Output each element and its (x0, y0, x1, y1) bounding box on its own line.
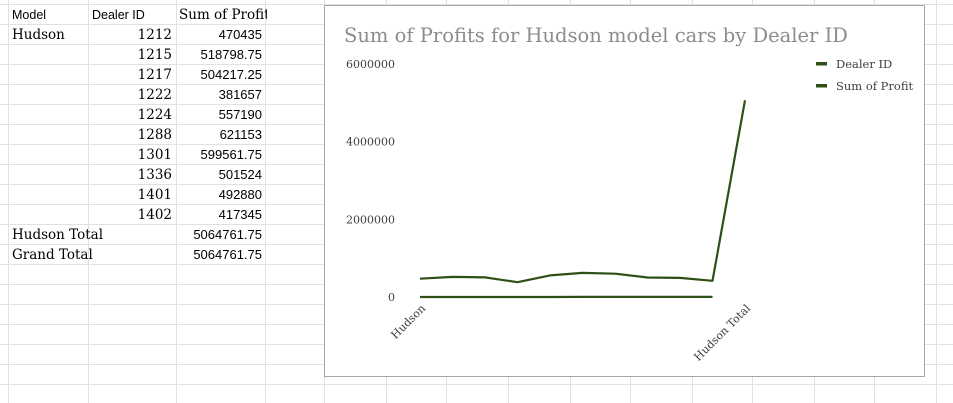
header-sum-of-profit[interactable]: Sum of Profit (179, 7, 267, 23)
y-tick-label: 2000000 (346, 213, 395, 226)
dealer-id-cell[interactable]: 1224 (137, 107, 172, 123)
y-tick-label: 0 (388, 291, 395, 304)
dealer-id-cell[interactable]: 1336 (137, 167, 172, 183)
profit-cell[interactable]: 557190 (218, 107, 262, 122)
profit-cell[interactable]: 417345 (218, 207, 262, 222)
legend-swatch (816, 62, 827, 66)
line-chart: Sum of Profits for Hudson model cars by … (344, 24, 914, 364)
x-tick-label: Hudson (388, 302, 428, 342)
dealer-id-cell[interactable]: 1401 (137, 187, 172, 203)
subtotal-value[interactable]: 5064761.75 (193, 227, 262, 242)
legend-label[interactable]: Sum of Profit (836, 79, 914, 93)
grand-total-label[interactable]: Grand Total (12, 247, 93, 263)
dealer-id-cell[interactable]: 1222 (137, 87, 172, 103)
header-model[interactable]: Model (12, 8, 47, 22)
profit-cell[interactable]: 518798.75 (200, 47, 262, 62)
header-dealer-id[interactable]: Dealer ID (92, 8, 145, 22)
y-tick-label: 6000000 (346, 58, 395, 71)
profit-cell[interactable]: 621153 (219, 127, 262, 142)
profit-cell[interactable]: 599561.75 (200, 147, 262, 162)
profit-cell[interactable]: 504217.25 (200, 67, 262, 82)
series-line-sum-of-profit[interactable] (419, 100, 747, 284)
grand-total-value[interactable]: 5064761.75 (193, 247, 262, 262)
dealer-id-cell[interactable]: 1217 (137, 67, 172, 83)
dealer-id-cell[interactable]: 1288 (137, 127, 172, 143)
legend-label[interactable]: Dealer ID (836, 57, 892, 71)
profit-cell[interactable]: 470435 (218, 27, 262, 42)
dealer-id-cell[interactable]: 1301 (137, 147, 172, 163)
dealer-id-cell[interactable]: 1215 (137, 47, 172, 63)
dealer-id-cell[interactable]: 1402 (137, 207, 172, 223)
dealer-id-cell[interactable]: 1212 (137, 27, 172, 43)
profit-cell[interactable]: 501524 (218, 167, 262, 182)
profit-cell[interactable]: 381657 (218, 87, 262, 102)
profit-cell[interactable]: 492880 (218, 187, 262, 202)
chart-area[interactable]: Sum of Profits for Hudson model cars by … (324, 5, 925, 377)
x-tick-label: Hudson Total (691, 302, 753, 364)
model-cell[interactable]: Hudson (12, 27, 65, 43)
legend-swatch (816, 84, 827, 88)
chart-title: Sum of Profits for Hudson model cars by … (344, 24, 848, 47)
subtotal-label[interactable]: Hudson Total (12, 227, 104, 243)
y-tick-label: 4000000 (346, 136, 395, 149)
